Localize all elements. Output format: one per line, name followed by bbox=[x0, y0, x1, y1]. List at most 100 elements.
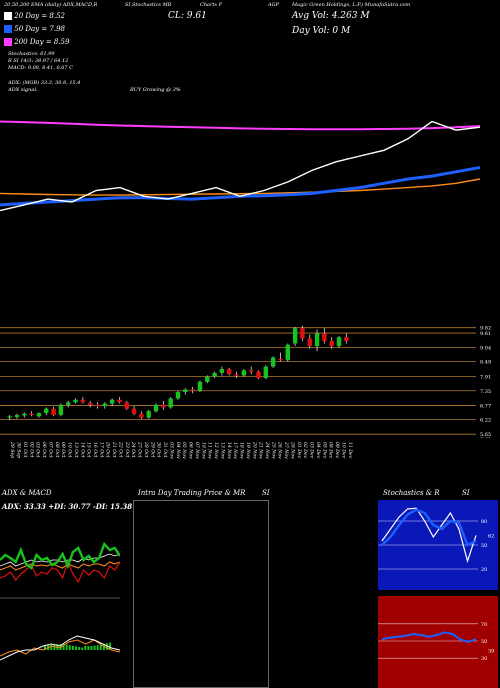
price-axis-label-7: 6.22 bbox=[480, 418, 491, 424]
candle-body-39 bbox=[292, 328, 298, 344]
candle-body-29 bbox=[219, 369, 225, 373]
date-axis-svg: 29 Sep 30 Sep 01 Oct 02 Oct 03 Oct 06 Oct 07 O… bbox=[9, 441, 353, 459]
date-label-43: 27 Nov bbox=[283, 441, 289, 459]
macd-bar-8 bbox=[68, 645, 71, 650]
candle-body-19 bbox=[146, 411, 151, 418]
date-label-36: 18 Nov bbox=[239, 442, 245, 459]
candle-body-27 bbox=[205, 376, 210, 382]
ema50-text: 50 Day = 7.98 bbox=[14, 25, 66, 33]
date-label-8: 09 Oct bbox=[60, 442, 66, 458]
date-label-23: 30 Oct bbox=[156, 442, 162, 458]
date-label-47: 03 Dec bbox=[309, 442, 315, 459]
macd-bar-16 bbox=[93, 645, 96, 650]
ema-line-2 bbox=[0, 166, 481, 207]
date-label-30: 10 Nov bbox=[200, 442, 206, 459]
candle-body-14 bbox=[109, 399, 115, 404]
date-label-19: 24 Oct bbox=[130, 441, 136, 458]
candle-body-42 bbox=[314, 333, 320, 347]
ema50-swatch bbox=[4, 25, 12, 33]
macd-bar-15 bbox=[90, 645, 93, 650]
date-label-48: 04 Dec bbox=[315, 442, 321, 459]
header-top-left: 20,50,200 EMA (daily) ADX,MACD,R bbox=[4, 2, 98, 8]
price-axis-label-6: 6.77 bbox=[480, 404, 491, 410]
price-axis-label-8: 5.65 bbox=[480, 432, 491, 438]
ema200-swatch bbox=[4, 38, 12, 46]
ema200-label: 200 Day = 8.59 bbox=[4, 38, 69, 46]
minus-di-line bbox=[0, 560, 120, 584]
ema20-swatch bbox=[4, 12, 12, 20]
rsi-line-0 bbox=[381, 631, 477, 643]
candle-body-25 bbox=[190, 389, 195, 391]
macd-bar-7 bbox=[65, 644, 68, 650]
date-label-15: 20 Oct bbox=[105, 441, 111, 458]
candle-body-38 bbox=[285, 344, 290, 361]
candle-body-40 bbox=[300, 328, 305, 339]
date-label-24: 31 Oct bbox=[162, 442, 168, 458]
stoch-value-label: 62 bbox=[488, 533, 494, 539]
macd-bar-17 bbox=[96, 645, 99, 650]
date-label-2: 01 Oct bbox=[22, 442, 28, 458]
stochastics-panel: 80 50 20 62 bbox=[378, 500, 498, 590]
stoch-tick-0: 80 bbox=[481, 519, 487, 525]
date-label-46: 02 Dec bbox=[302, 442, 308, 459]
rsi-tick-2: 30 bbox=[481, 656, 487, 662]
date-label-1: 30 Sep bbox=[16, 442, 22, 458]
stoch-tick-1: 50 bbox=[481, 543, 487, 549]
candle-body-35 bbox=[263, 366, 269, 378]
adx-readout: ADX: (MGB) 33.3, 30.8, 15.4 bbox=[8, 80, 81, 86]
macd-bar-20 bbox=[106, 643, 108, 650]
candle-body-5 bbox=[44, 408, 49, 413]
header-top-agp: AGP bbox=[268, 2, 279, 8]
date-label-11: 14 Oct bbox=[79, 442, 85, 458]
ema20-text: 20 Day = 8.52 bbox=[14, 12, 66, 20]
rsi-tick-1: 50 bbox=[481, 639, 487, 645]
rsi-readout: R SI 14/3: 38.97 / 64.12 bbox=[8, 58, 69, 64]
header-top-middle: SI,Stochastics MR bbox=[125, 2, 172, 8]
adx-line bbox=[0, 561, 120, 571]
macd-bar-2 bbox=[50, 644, 53, 650]
candle-body-4 bbox=[36, 412, 42, 417]
price-axis-label-1: 9.61 bbox=[480, 331, 491, 337]
candle-body-46 bbox=[344, 337, 349, 341]
date-label-51: 09 Dec bbox=[334, 442, 340, 459]
candle-body-32 bbox=[241, 370, 247, 376]
candle-body-44 bbox=[329, 340, 334, 347]
candle-body-1 bbox=[14, 415, 20, 418]
candle-body-24 bbox=[183, 389, 188, 393]
macd-bar-18 bbox=[99, 644, 102, 650]
date-label-52: 10 Dec bbox=[340, 442, 346, 459]
ema20-label: 20 Day = 8.52 bbox=[4, 12, 65, 20]
candle-body-0 bbox=[7, 416, 12, 418]
rsi-bg bbox=[378, 596, 498, 688]
date-label-16: 21 Oct bbox=[111, 441, 117, 458]
date-label-49: 05 Dec bbox=[321, 442, 327, 459]
adx-signal-value: BUY Growing @ 3% bbox=[130, 87, 181, 93]
stoch-line-1 bbox=[381, 508, 477, 547]
date-label-31: 11 Nov bbox=[207, 442, 213, 459]
macd-bar-10 bbox=[75, 646, 77, 650]
date-label-33: 13 Nov bbox=[219, 442, 225, 459]
header-top-charts: Charts P bbox=[200, 2, 222, 8]
price-axis-label-3: 8.49 bbox=[480, 360, 491, 366]
date-label-41: 25 Nov bbox=[270, 441, 276, 459]
date-label-18: 23 Oct bbox=[124, 441, 130, 458]
date-label-13: 16 Oct bbox=[92, 442, 98, 458]
macd-bar-21 bbox=[109, 642, 112, 650]
date-label-27: 05 Nov bbox=[181, 442, 187, 459]
macd-bar-12 bbox=[81, 647, 84, 650]
macd-bar-5 bbox=[59, 644, 62, 650]
ema-line-1 bbox=[0, 178, 481, 196]
date-label-3: 02 Oct bbox=[28, 442, 34, 458]
stochastics-svg: 80 50 20 62 bbox=[378, 500, 498, 590]
date-label-20: 27 Oct bbox=[137, 441, 143, 458]
price-axis-label-5: 7.35 bbox=[480, 389, 491, 395]
candle-body-30 bbox=[227, 369, 232, 375]
stochastics-panel-title: Stochastics & R bbox=[383, 489, 440, 497]
candle-body-16 bbox=[124, 402, 129, 409]
date-label-32: 12 Nov bbox=[213, 442, 219, 459]
candle-body-10 bbox=[80, 399, 86, 403]
ema-overview-chart bbox=[0, 110, 500, 225]
candle-body-33 bbox=[248, 370, 254, 372]
date-label-44: 28 Nov bbox=[290, 441, 296, 459]
macd-bar-13 bbox=[84, 645, 87, 650]
